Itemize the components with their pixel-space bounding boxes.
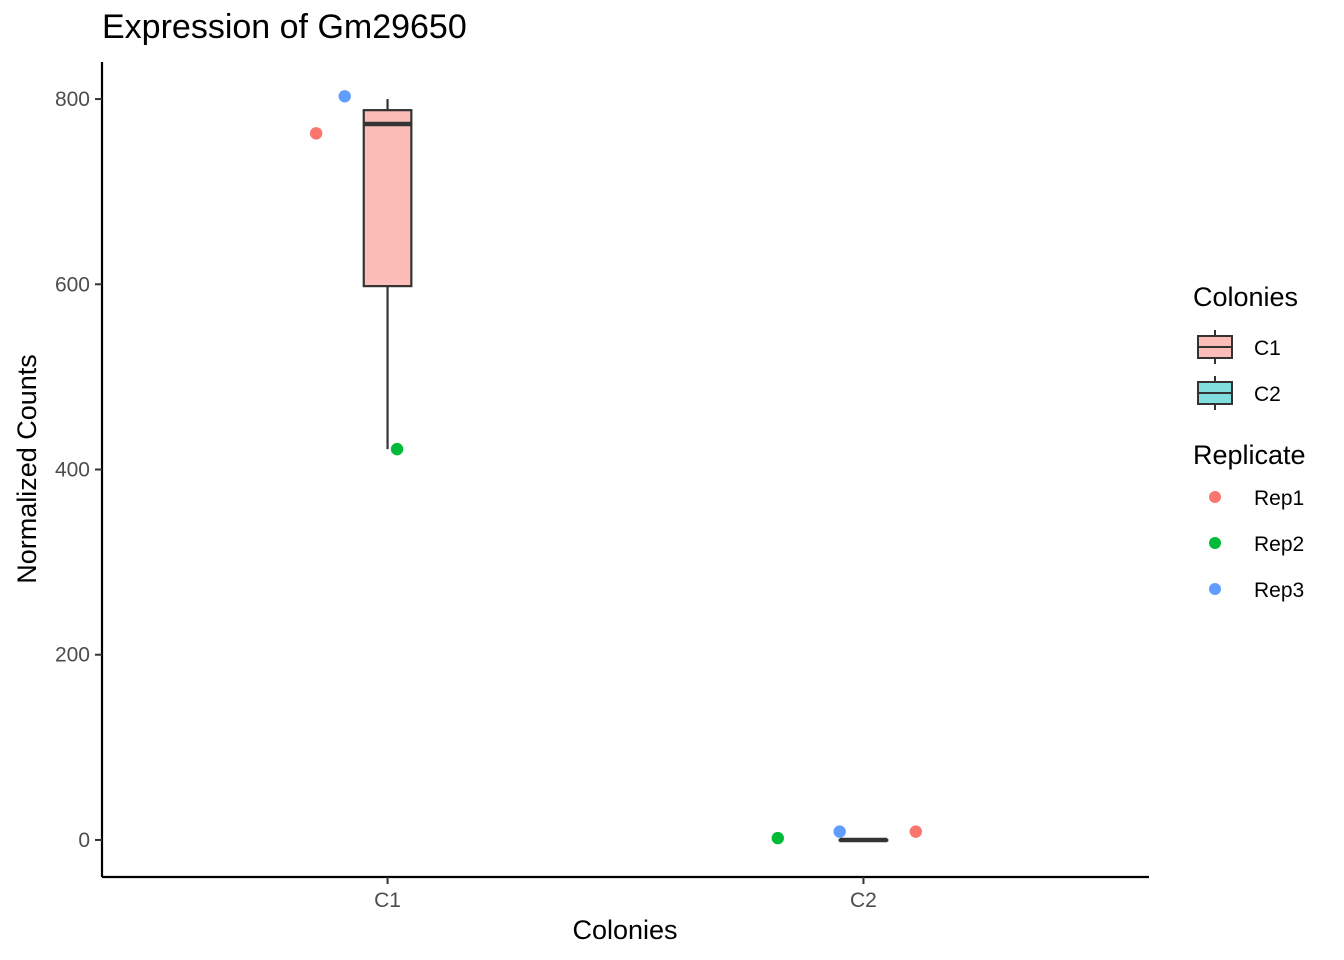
legend-key-box (1197, 376, 1233, 410)
point-c2-rep3 (833, 825, 846, 838)
y-tick-label: 0 (78, 829, 90, 852)
x-tick-label: C1 (374, 889, 401, 912)
legend-label: Rep3 (1254, 579, 1304, 602)
legend-title: Colonies (1193, 282, 1298, 312)
legend-label: C2 (1254, 383, 1281, 406)
legend-key-point (1209, 583, 1221, 595)
legend-key-point (1209, 537, 1221, 549)
y-tick-label: 800 (55, 88, 90, 111)
point-c2-rep1 (909, 825, 923, 838)
y-axis-ticks: 0 200 400 600 800 (55, 88, 102, 852)
legend-colonies: Colonies C1 C2 (1193, 282, 1298, 410)
chart-title: Expression of Gm29650 (102, 8, 467, 46)
legends: Colonies C1 C2 Replicate Rep1 Rep2 Rep3 (1193, 282, 1306, 602)
point-c2-rep2 (771, 831, 784, 845)
legend-label: Rep1 (1254, 487, 1304, 510)
legend-label: Rep2 (1254, 533, 1304, 556)
y-tick-label: 600 (55, 273, 90, 296)
y-tick-label: 400 (55, 459, 90, 482)
y-tick-label: 200 (55, 644, 90, 667)
x-tick-label: C2 (850, 889, 877, 912)
plot-area (309, 90, 923, 845)
box-c2 (838, 837, 889, 843)
x-axis-title: Colonies (572, 915, 677, 945)
legend-title: Replicate (1193, 440, 1306, 470)
point-c1-rep1 (309, 127, 323, 140)
box-c1 (362, 99, 413, 450)
legend-key-box (1197, 330, 1233, 364)
legend-key-point (1209, 491, 1221, 503)
legend-replicate: Replicate Rep1 Rep2 Rep3 (1193, 440, 1306, 602)
y-axis-title: Normalized Counts (12, 354, 42, 584)
point-c1-rep3 (338, 90, 351, 103)
point-c1-rep2 (390, 442, 404, 456)
x-axis-ticks: C1 C2 (374, 877, 877, 912)
box-body (362, 109, 413, 288)
legend-label: C1 (1254, 337, 1281, 360)
